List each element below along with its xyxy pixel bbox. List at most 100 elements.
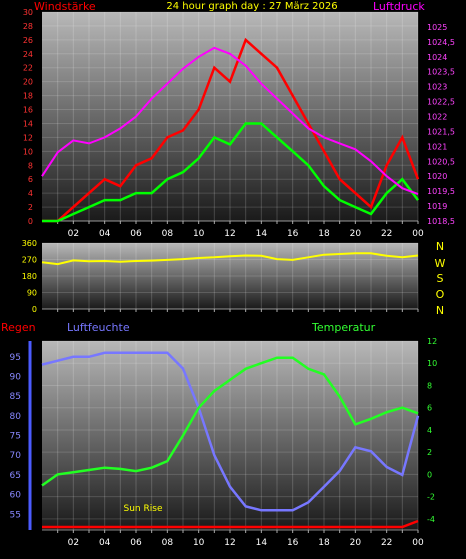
y-left-tick-label: 8 <box>28 161 33 170</box>
x-tick-label: 18 <box>318 538 330 548</box>
x-tick-label: 02 <box>68 229 79 239</box>
compass-n-top: N <box>436 240 444 253</box>
x-tick-label: 12 <box>224 229 235 239</box>
y-tick-label: 270 <box>22 256 37 265</box>
y-right-tick-label: 8 <box>427 381 432 390</box>
y-right-tick-label: 1024,5 <box>427 38 455 47</box>
y-right-tick-label: 1022 <box>427 113 447 122</box>
y-left-tick-label: 75 <box>10 432 21 442</box>
x-tick-label: 10 <box>193 538 205 548</box>
y-right-tick-label: 1021,5 <box>427 127 455 136</box>
y-left-tick-label: 6 <box>28 175 33 184</box>
y-left-tick-label: 12 <box>23 133 33 142</box>
x-tick-label: 00 <box>412 229 424 239</box>
wind-gust-line <box>42 37 420 223</box>
y-left-tick-label: 24 <box>23 50 33 59</box>
y-right-tick-label: 1019,5 <box>427 187 455 196</box>
y-right-tick-label: 1024 <box>427 53 447 62</box>
x-tick-label: 02 <box>68 538 79 548</box>
y-right-tick-label: 1022,5 <box>427 98 455 107</box>
y-right-tick-label: 1021 <box>427 142 447 151</box>
humidity-temp-plot-area <box>42 341 418 530</box>
x-tick-label: 14 <box>256 229 268 239</box>
x-tick-label: 22 <box>381 538 392 548</box>
x-tick-label: 18 <box>318 229 330 239</box>
y-left-tick-label: 22 <box>23 64 33 73</box>
y-left-tick-label: 90 <box>10 372 22 382</box>
x-tick-label: 06 <box>130 538 142 548</box>
x-tick-label: 00 <box>412 538 424 548</box>
y-right-tick-label: -4 <box>427 515 435 524</box>
y-right-tick-label: 4 <box>427 426 432 435</box>
temperature-label: Temperatur <box>311 321 376 334</box>
y-right-tick-label: 1019 <box>427 202 447 211</box>
y-tick-label: 180 <box>22 272 37 281</box>
y-left-tick-label: 4 <box>28 189 33 198</box>
y-tick-label: 90 <box>27 289 37 298</box>
x-tick-label: 04 <box>99 538 111 548</box>
y-right-tick-label: 1018,5 <box>427 217 455 226</box>
y-left-tick-label: 55 <box>10 510 21 520</box>
x-tick-label: 08 <box>162 229 174 239</box>
x-tick-label: 20 <box>350 229 362 239</box>
x-tick-label: 14 <box>256 538 268 548</box>
rain-line <box>42 519 419 529</box>
y-left-tick-label: 14 <box>23 119 33 128</box>
wind-direction-line <box>41 252 419 266</box>
y-left-tick-label: 65 <box>10 471 21 481</box>
y-right-tick-label: 10 <box>427 359 437 368</box>
y-right-tick-label: 0 <box>427 470 432 479</box>
y-tick-label: 360 <box>22 239 37 248</box>
compass-w: W <box>435 257 446 270</box>
temperature-line <box>41 356 419 487</box>
compass-n-bottom: N <box>436 304 444 317</box>
y-right-tick-label: 6 <box>427 404 432 413</box>
pressure-line <box>41 46 419 196</box>
x-tick-label: 04 <box>99 229 111 239</box>
y-left-tick-label: 18 <box>23 92 33 101</box>
humidity-line <box>41 351 420 512</box>
y-right-tick-label: 1023,5 <box>427 68 455 77</box>
y-left-tick-label: 60 <box>10 491 22 501</box>
y-left-tick-label: 85 <box>10 392 21 402</box>
y-left-tick-label: 28 <box>23 22 33 31</box>
y-right-tick-label: 1023 <box>427 83 447 92</box>
y-left-tick-label: 26 <box>23 36 33 45</box>
y-left-tick-label: 80 <box>10 412 22 422</box>
y-left-tick-label: 95 <box>10 353 21 363</box>
x-tick-label: 16 <box>287 538 299 548</box>
y-right-tick-label: 1020 <box>427 172 447 181</box>
wind-average-line <box>42 122 419 223</box>
x-tick-label: 12 <box>224 538 235 548</box>
rain-label: Regen <box>1 321 36 334</box>
x-tick-label: 22 <box>381 229 392 239</box>
y-right-tick-label: 2 <box>427 448 432 457</box>
y-left-tick-label: 0 <box>28 217 33 226</box>
y-right-tick-label: -2 <box>427 493 435 502</box>
wind-pressure-plot-area <box>42 12 418 221</box>
y-left-tick-label: 20 <box>23 78 33 87</box>
pressure-label: Luftdruck <box>373 0 425 13</box>
x-tick-label: 10 <box>193 229 205 239</box>
y-left-tick-label: 16 <box>23 106 33 115</box>
x-tick-label: 16 <box>287 229 299 239</box>
y-right-tick-label: 12 <box>427 337 437 346</box>
y-left-tick-label: 10 <box>23 147 33 156</box>
x-tick-label: 08 <box>162 538 174 548</box>
x-tick-label: 06 <box>130 229 142 239</box>
humidity-label: Luftfeuchte <box>67 321 130 334</box>
y-left-tick-label: 70 <box>10 451 22 461</box>
y-tick-label: 0 <box>32 305 37 314</box>
y-left-tick-label: 2 <box>28 203 33 212</box>
y-right-tick-label: 1020,5 <box>427 157 455 166</box>
chart-title: 24 hour graph day : 27 März 2026 <box>166 1 337 12</box>
wind-strength-label: Windstärke <box>34 0 96 13</box>
x-tick-label: 20 <box>350 538 362 548</box>
compass-o: O <box>436 288 445 301</box>
sunrise-label: Sun Rise <box>124 504 163 514</box>
y-right-tick-label: 1025 <box>427 23 447 32</box>
y-left-tick-label: 30 <box>23 8 33 17</box>
compass-s: S <box>437 272 444 285</box>
